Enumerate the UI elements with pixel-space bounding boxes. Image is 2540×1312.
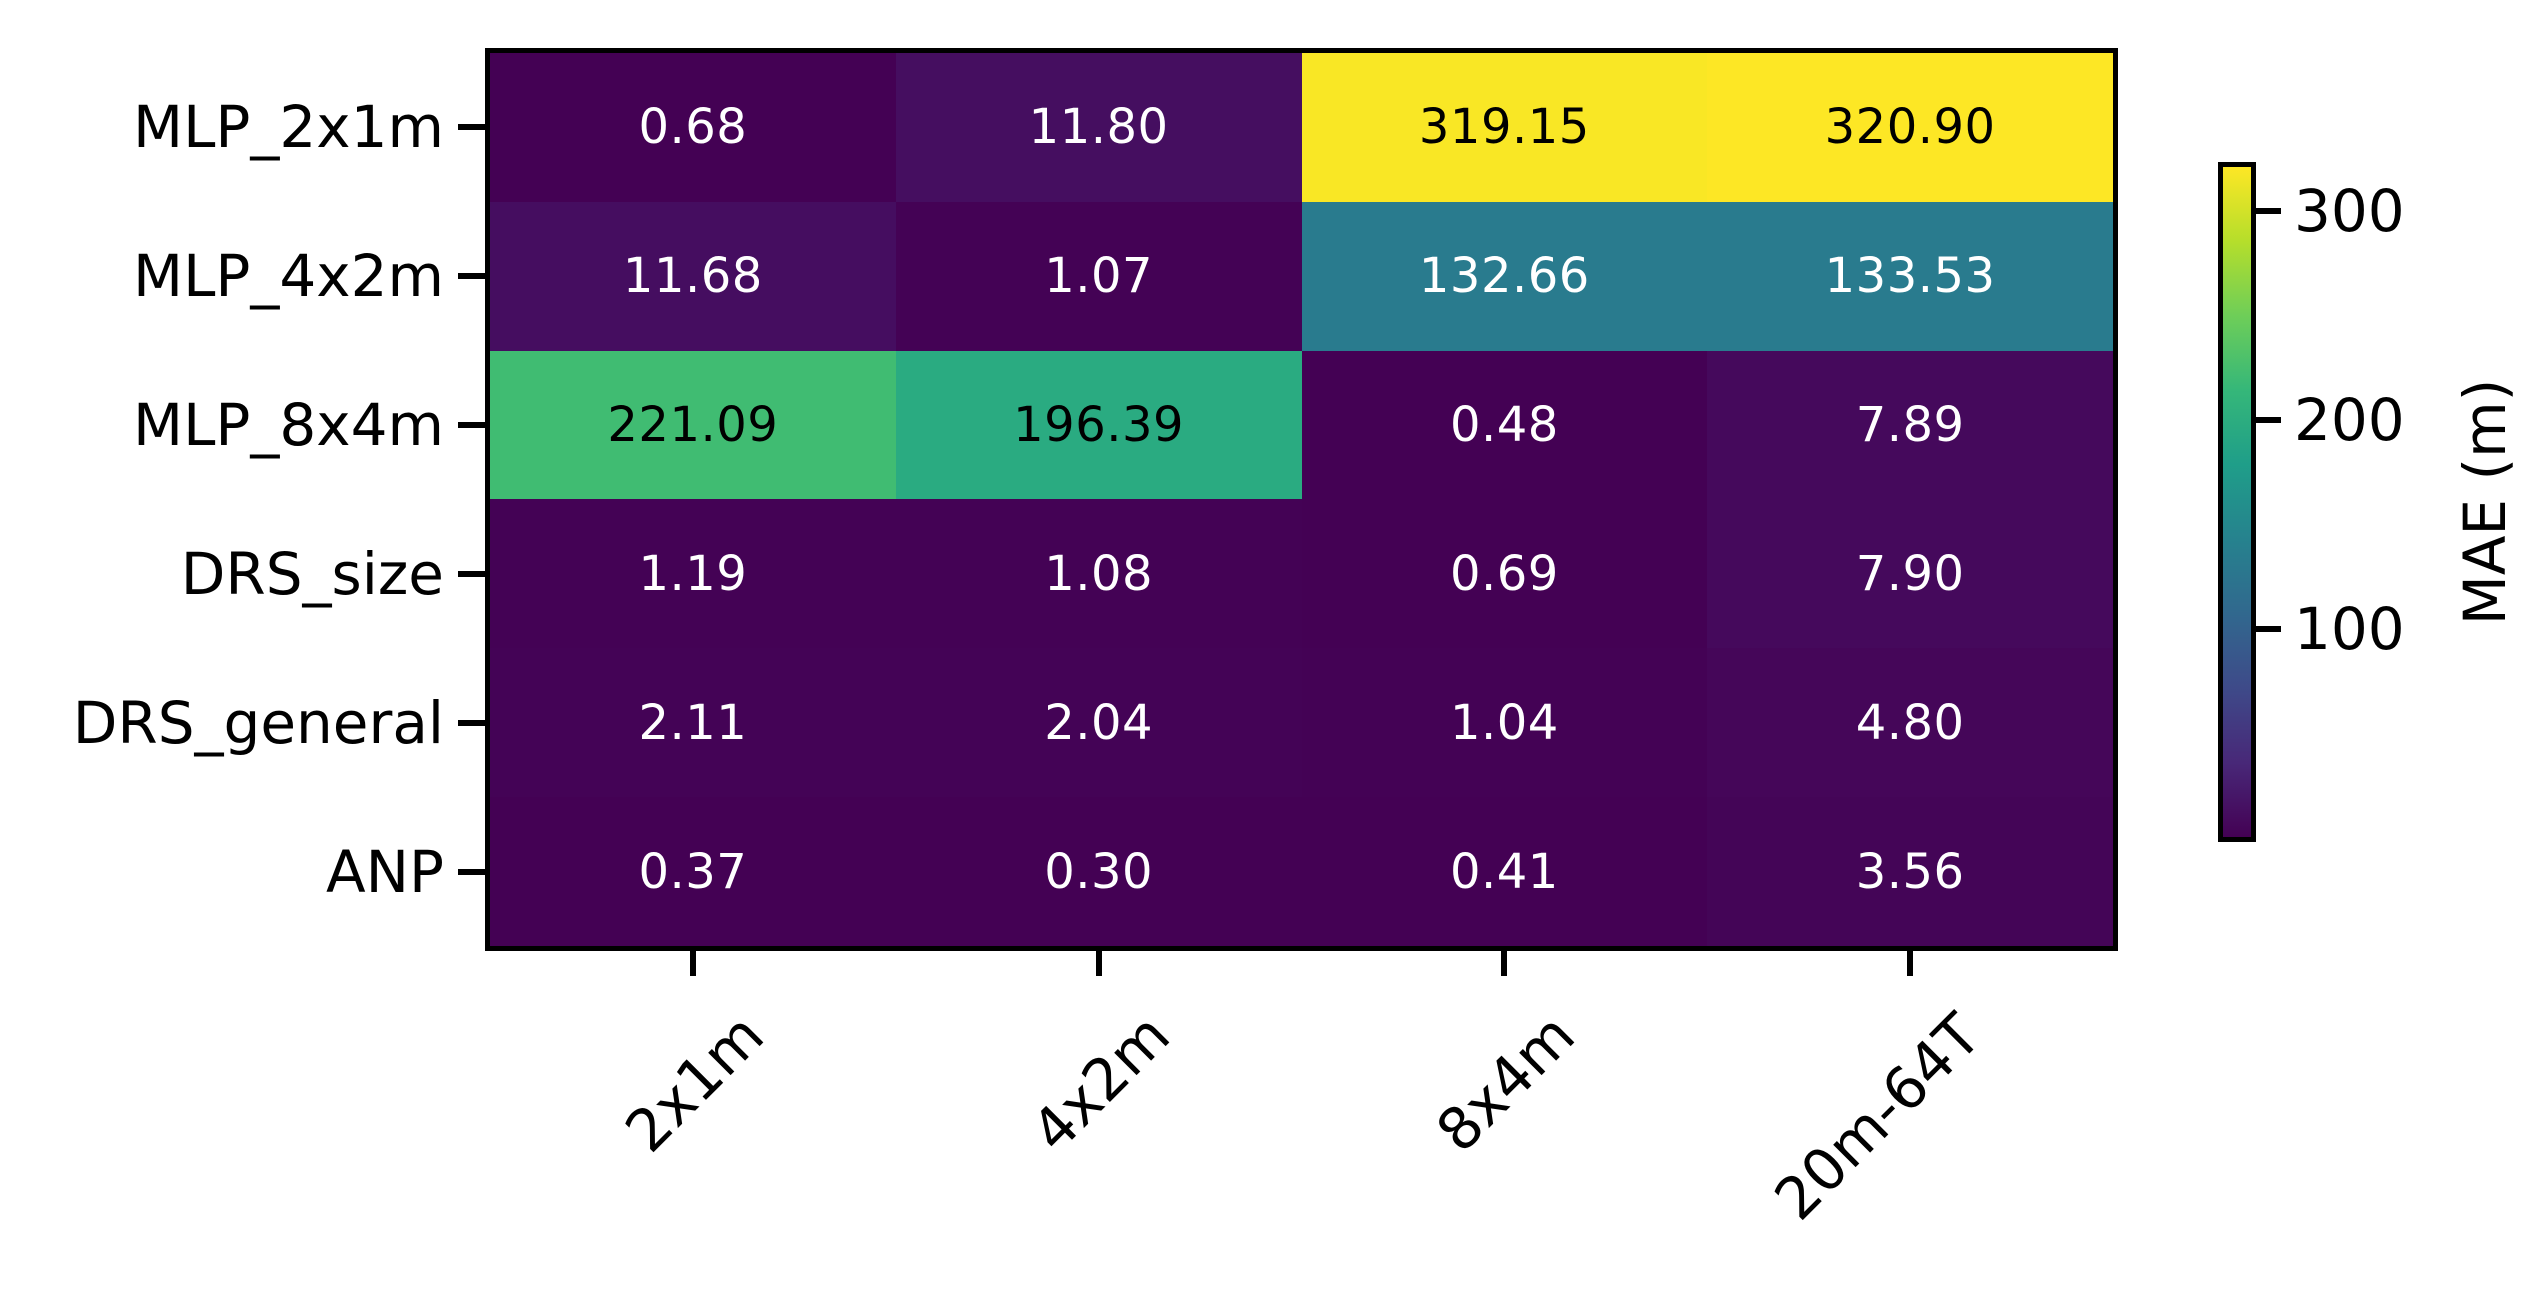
x-tick-mark [1907,951,1914,976]
heatmap-cell-MLP_4x2m-20m-64T: 133.53 [1707,201,2113,351]
colorbar-tick-mark [2256,207,2281,214]
heatmap-cell-DRS_general-8x4m: 1.04 [1301,648,1708,798]
heatmap-cell-MLP_2x1m-8x4m: 319.15 [1301,53,1708,202]
heatmap-cell-MLP_8x4m-2x1m: 221.09 [490,350,896,500]
colorbar-gradient [2223,167,2251,837]
y-tick-label-MLP_2x1m: MLP_2x1m [133,93,444,162]
colorbar-tick-mark [2256,416,2281,423]
y-tick-label-MLP_8x4m: MLP_8x4m [133,391,444,460]
y-tick-mark [458,868,485,875]
x-tick-mark [1095,951,1102,976]
heatmap-cell-ANP-20m-64T: 3.56 [1707,797,2113,946]
heatmap-cell-MLP_8x4m-20m-64T: 7.89 [1707,350,2113,500]
y-tick-mark [458,273,485,280]
heatmap-grid: 0.68 11.80 319.15 320.90 11.68 1.07 132.66 133.… [490,53,2113,946]
heatmap-cell-MLP_2x1m-4x2m: 11.80 [895,53,1302,202]
heatmap-cell-DRS_size-8x4m: 0.69 [1301,499,1708,649]
colorbar-tick-label-300: 300 [2294,176,2405,245]
heatmap-plot-area: 0.68 11.80 319.15 320.90 11.68 1.07 132.66 133.… [485,48,2118,951]
heatmap-cell-DRS_size-2x1m: 1.19 [490,499,896,649]
heatmap-cell-DRS_general-2x1m: 2.11 [490,648,896,798]
heatmap-cell-MLP_2x1m-2x1m: 0.68 [490,53,896,202]
heatmap-cell-ANP-8x4m: 0.41 [1301,797,1708,946]
colorbar-tick-mark [2256,625,2281,632]
heatmap-cell-MLP_2x1m-20m-64T: 320.90 [1707,53,2113,202]
y-tick-mark [458,570,485,577]
heatmap-cell-MLP_8x4m-4x2m: 196.39 [895,350,1302,500]
y-tick-mark [458,719,485,726]
x-tick-mark [689,951,696,976]
colorbar-tick-label-100: 100 [2294,594,2405,663]
heatmap-cell-MLP_4x2m-8x4m: 132.66 [1301,201,1708,351]
colorbar-tick-label-200: 200 [2294,385,2405,454]
y-tick-label-ANP: ANP [325,837,444,906]
heatmap-cell-DRS_size-20m-64T: 7.90 [1707,499,2113,649]
heatmap-cell-DRS_general-20m-64T: 4.80 [1707,648,2113,798]
y-tick-mark [458,422,485,429]
heatmap-cell-MLP_8x4m-8x4m: 0.48 [1301,350,1708,500]
colorbar-axis-label: MAE (m) [2451,378,2519,626]
heatmap-cell-MLP_4x2m-4x2m: 1.07 [895,201,1302,351]
heatmap-cell-DRS_general-4x2m: 2.04 [895,648,1302,798]
heatmap-cell-DRS_size-4x2m: 1.08 [895,499,1302,649]
y-tick-mark [458,124,485,131]
y-tick-label-DRS_general: DRS_general [72,688,444,757]
colorbar [2218,162,2256,842]
x-tick-label-4x2m: 4x2m [1017,1000,1183,1166]
x-tick-label-20m-64T: 20m-64T [1761,1000,1994,1233]
y-tick-label-DRS_size: DRS_size [180,539,444,608]
heatmap-cell-MLP_4x2m-2x1m: 11.68 [490,201,896,351]
heatmap-cell-ANP-4x2m: 0.30 [895,797,1302,946]
x-tick-mark [1501,951,1508,976]
heatmap-cell-ANP-2x1m: 0.37 [490,797,896,946]
x-tick-label-8x4m: 8x4m [1423,1000,1589,1166]
y-tick-label-MLP_4x2m: MLP_4x2m [133,242,444,311]
x-tick-label-2x1m: 2x1m [612,1000,777,1166]
